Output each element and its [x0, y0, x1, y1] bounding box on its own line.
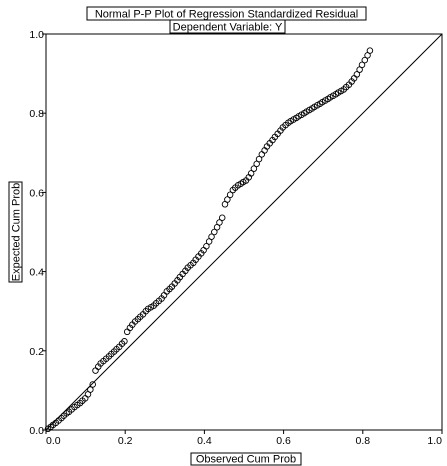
data-point — [366, 47, 374, 54]
data-point — [203, 243, 210, 250]
y-tick-label: 0.4 — [29, 267, 44, 279]
x-tick-label: 0.8 — [355, 435, 370, 447]
y-tick-label: 0.2 — [29, 346, 44, 358]
data-point — [218, 214, 226, 221]
data-point — [216, 219, 223, 226]
x-tick-label: 0.4 — [197, 435, 212, 447]
data-point — [258, 151, 266, 158]
chart-subtitle-box — [169, 19, 286, 34]
data-point — [255, 155, 263, 163]
chart-title: Normal P-P Plot of Regression Standardiz… — [95, 9, 358, 21]
x-axis-label-box — [190, 452, 302, 466]
y-axis-label-box — [8, 181, 23, 283]
data-point — [250, 165, 258, 172]
y-tick-label: 0.0 — [29, 425, 44, 437]
data-point — [358, 61, 366, 69]
data-point — [121, 338, 128, 345]
y-tick-label: 1.0 — [29, 29, 44, 41]
x-tick-label: 0.6 — [276, 435, 291, 447]
y-tick-label: 0.6 — [29, 187, 44, 199]
reference-line — [45, 33, 443, 431]
plot-frame — [45, 33, 443, 431]
chart-subtitle: Dependent Variable: Y — [173, 22, 283, 34]
y-tick-label: 0.8 — [29, 108, 44, 120]
data-point — [87, 386, 94, 393]
data-point — [211, 228, 218, 236]
y-axis-label: Expected Cum Prob — [11, 183, 23, 281]
data-point — [208, 233, 215, 241]
x-axis-label: Observed Cum Prob — [196, 454, 296, 466]
data-point — [123, 328, 131, 336]
data-point — [226, 191, 234, 199]
x-tick-label: 0.0 — [46, 435, 61, 447]
data-point — [247, 170, 255, 177]
data-points — [44, 47, 374, 433]
data-point — [224, 196, 231, 203]
data-point — [89, 381, 96, 388]
data-point — [353, 71, 361, 78]
data-point — [92, 367, 99, 374]
data-point — [361, 56, 369, 64]
x-tick-label: 1.0 — [427, 435, 442, 447]
axis-ticks: 0.0 0.2 0.4 0.6 0.8 1.0 0.0 0.2 0.4 0.6 0.8 1.0 — [29, 29, 443, 447]
x-tick-label: 0.2 — [118, 435, 133, 447]
